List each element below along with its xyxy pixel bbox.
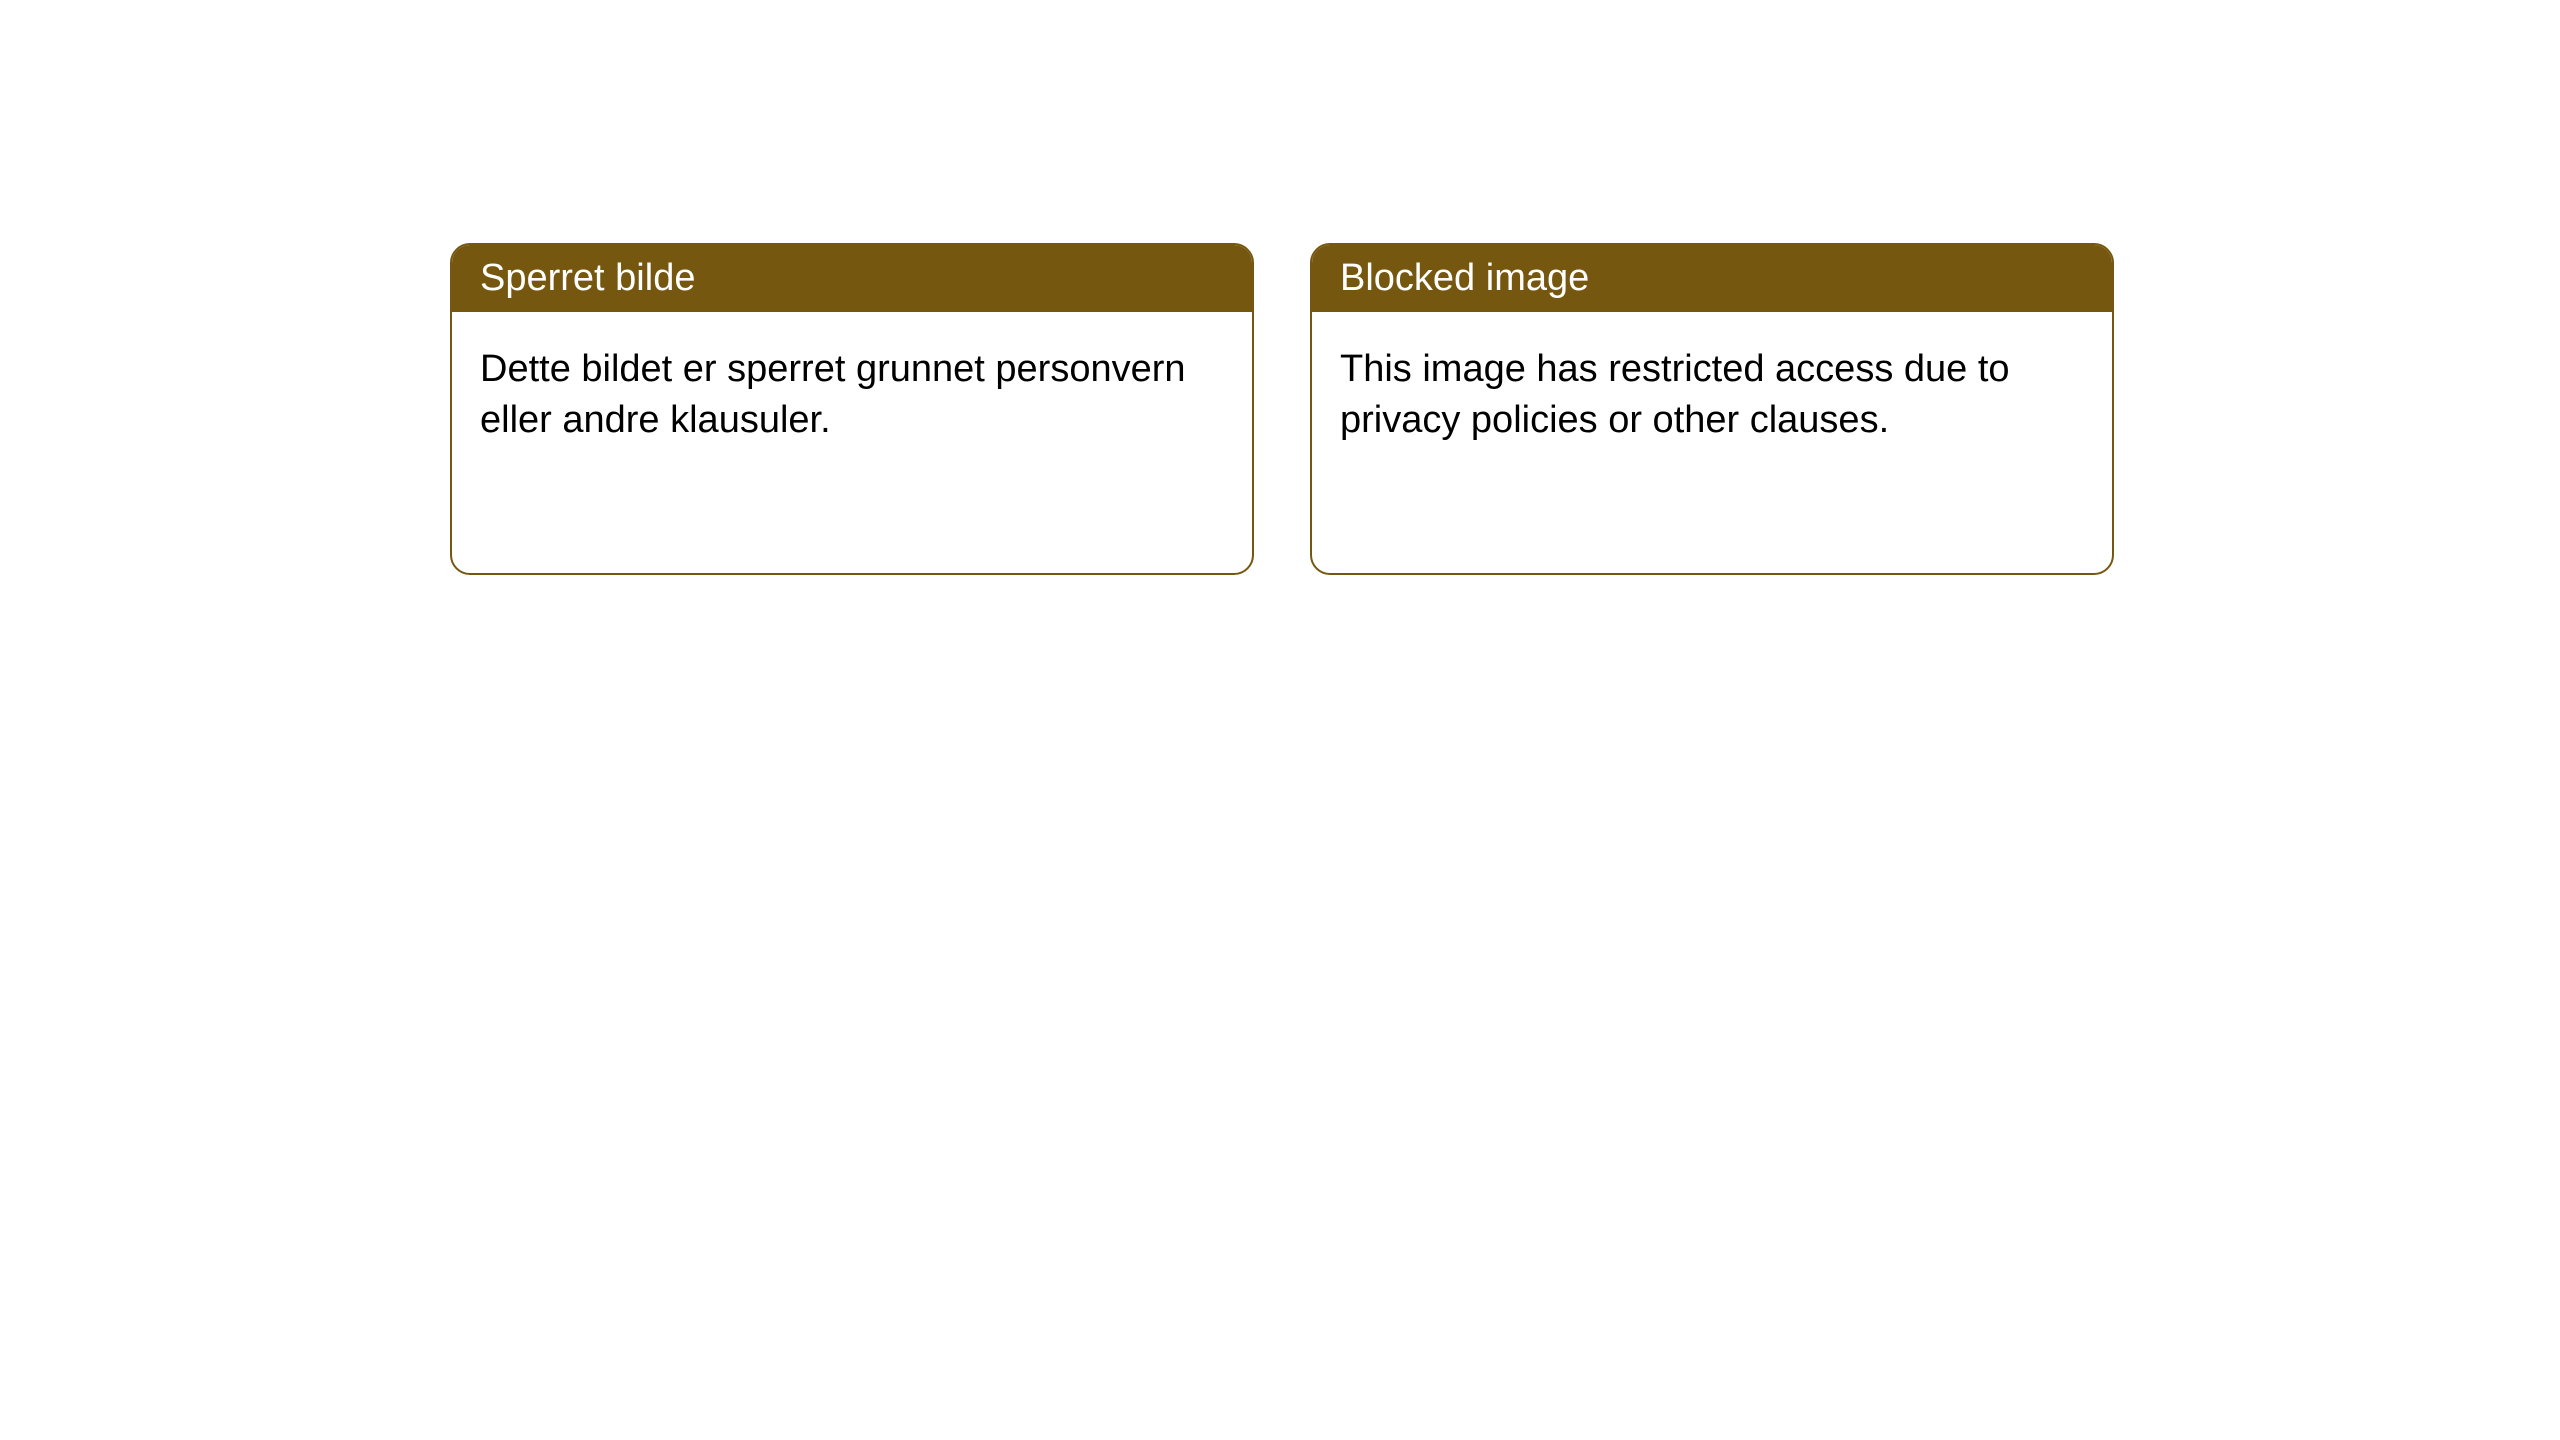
notice-body-english: This image has restricted access due to … [1312, 312, 2112, 479]
notice-body-norwegian: Dette bildet er sperret grunnet personve… [452, 312, 1252, 479]
notice-card-norwegian: Sperret bilde Dette bildet er sperret gr… [450, 243, 1254, 575]
notice-title-english: Blocked image [1312, 245, 2112, 312]
notice-title-norwegian: Sperret bilde [452, 245, 1252, 312]
notice-container: Sperret bilde Dette bildet er sperret gr… [0, 0, 2560, 575]
notice-card-english: Blocked image This image has restricted … [1310, 243, 2114, 575]
